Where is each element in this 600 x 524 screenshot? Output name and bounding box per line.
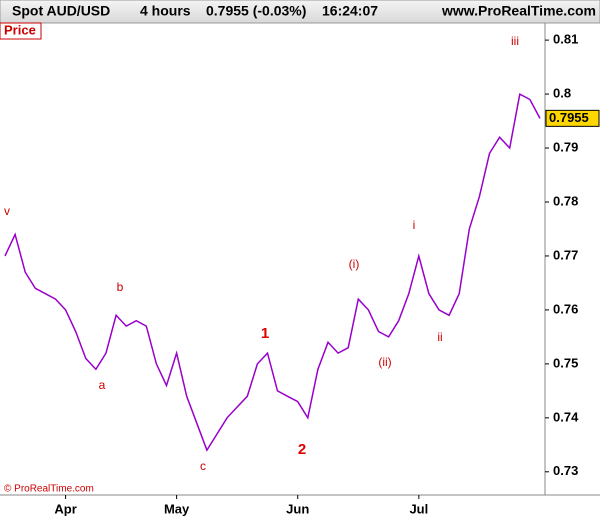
- header-bar: [0, 0, 600, 24]
- y-tick-label: 0.75: [553, 355, 578, 370]
- wave-label: (ii): [378, 355, 391, 369]
- wave-label: v: [4, 204, 10, 218]
- footer: © ProRealTime.com: [4, 484, 94, 495]
- y-tick-label: 0.73: [553, 463, 578, 478]
- wave-label: iii: [511, 34, 519, 48]
- x-tick-label: May: [164, 501, 190, 516]
- y-tick-label: 0.81: [553, 32, 578, 47]
- wave-label: i: [413, 218, 416, 232]
- last-price-box: [545, 109, 600, 127]
- panel-label: Price: [4, 22, 36, 37]
- x-tick-label: Apr: [54, 501, 76, 516]
- panel-label-box: [0, 22, 42, 40]
- last-price-label: 0.7955: [549, 110, 589, 125]
- x-tick-label: Jul: [409, 501, 428, 516]
- wave-label: b: [117, 280, 124, 294]
- quote: 0.7955 (-0.03%): [206, 3, 306, 19]
- wave-label: a: [99, 378, 106, 392]
- symbol: Spot AUD/USD: [12, 3, 110, 19]
- source: www.ProRealTime.com: [441, 3, 596, 19]
- y-tick-label: 0.76: [553, 301, 578, 316]
- interval: 4 hours: [140, 3, 191, 19]
- time: 16:24:07: [322, 3, 378, 19]
- wave-label: (i): [349, 257, 360, 271]
- y-tick-label: 0.77: [553, 247, 578, 262]
- wave-label: 2: [298, 441, 306, 458]
- y-tick-label: 0.78: [553, 193, 578, 208]
- wave-label: 1: [261, 325, 269, 342]
- x-tick-label: Jun: [286, 501, 309, 516]
- y-tick-label: 0.74: [553, 409, 579, 424]
- y-tick-label: 0.79: [553, 139, 578, 154]
- price-line: [4, 92, 541, 452]
- wave-label: ii: [437, 330, 442, 344]
- wave-label: c: [200, 459, 206, 473]
- y-tick-label: 0.8: [553, 86, 571, 101]
